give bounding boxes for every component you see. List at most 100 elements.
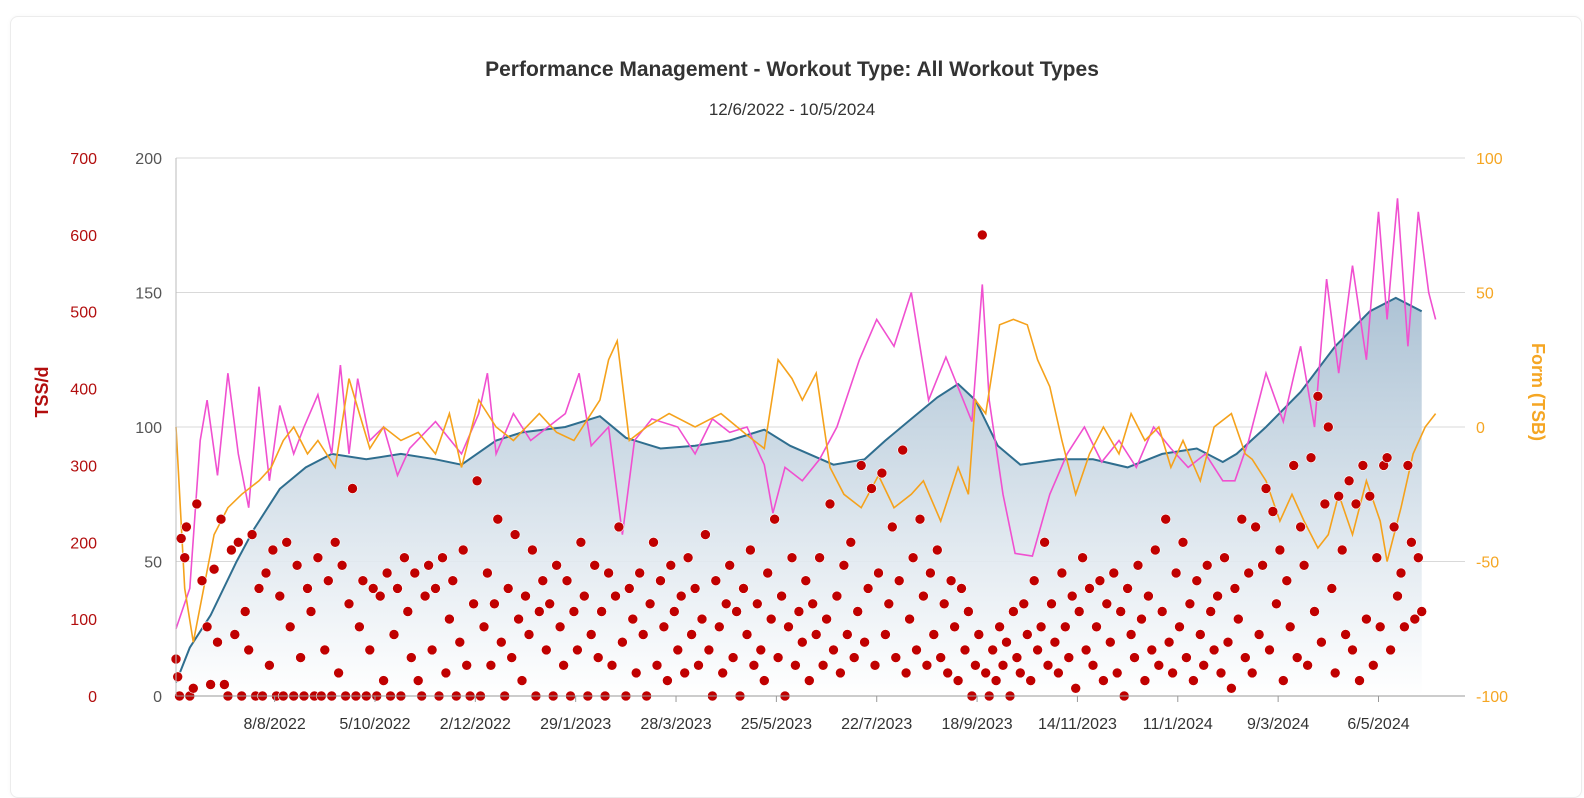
tss-point xyxy=(527,544,538,556)
tss-point xyxy=(402,606,414,617)
tss-point xyxy=(1361,613,1372,625)
tss-point xyxy=(1150,544,1161,556)
tss-point xyxy=(592,652,604,663)
tss-point xyxy=(831,590,843,602)
fatigue-line xyxy=(175,198,1437,630)
tss-point xyxy=(585,629,597,640)
tss-point xyxy=(291,559,303,571)
tss-point xyxy=(1316,636,1327,648)
tss-point xyxy=(423,559,434,571)
tss-point xyxy=(1139,675,1151,686)
chart-subtitle: 12/6/2022 - 10/5/2024 xyxy=(708,100,876,119)
tss-tick-label: 500 xyxy=(70,305,97,322)
tss-point xyxy=(1243,567,1254,579)
tss-point xyxy=(810,629,822,640)
tss-point xyxy=(215,513,227,525)
tss-point xyxy=(489,598,500,610)
x-tick-label: 29/1/2023 xyxy=(540,716,611,733)
form-tick-label: -50 xyxy=(1476,555,1499,572)
tss-point xyxy=(1008,606,1019,617)
tss-point xyxy=(1413,552,1424,564)
tss-point xyxy=(1146,644,1158,656)
tss-point xyxy=(1326,583,1338,594)
tss-point xyxy=(970,659,981,671)
tss-point xyxy=(267,544,279,556)
tss-point xyxy=(835,667,846,679)
tss-point xyxy=(1416,606,1427,617)
fitness-tick-label: 0 xyxy=(153,689,162,706)
tss-point xyxy=(1018,598,1030,610)
tss-point xyxy=(1409,613,1421,625)
tss-point xyxy=(1080,644,1092,656)
tss-point xyxy=(668,606,680,617)
x-tick-label: 18/9/2023 xyxy=(941,716,1012,733)
tss-point xyxy=(980,667,992,679)
tss-point xyxy=(1129,652,1140,663)
tss-point xyxy=(613,521,625,533)
tss-point xyxy=(973,629,985,640)
tss-point xyxy=(1274,544,1286,556)
tss-point xyxy=(876,467,888,479)
tss-point xyxy=(658,621,670,633)
tss-point xyxy=(1111,667,1123,679)
tss-point xyxy=(1208,644,1220,656)
tss-point xyxy=(175,533,187,544)
tss-point xyxy=(976,229,988,241)
tss-point xyxy=(928,629,940,640)
tss-point xyxy=(253,583,265,594)
tss-point xyxy=(1385,644,1396,656)
tss-point xyxy=(682,552,694,564)
tss-point xyxy=(172,671,183,683)
tss-point xyxy=(1063,652,1075,663)
tss-point xyxy=(1125,629,1137,640)
tss-point xyxy=(880,629,891,640)
tss-point xyxy=(1226,682,1237,694)
tss-point xyxy=(783,621,794,633)
tss-point xyxy=(776,590,787,602)
tss-point xyxy=(821,613,832,625)
tss-point xyxy=(644,598,656,610)
tss-point xyxy=(918,590,929,602)
tss-point xyxy=(956,583,967,594)
tss-point xyxy=(665,559,677,571)
tss-point xyxy=(1195,629,1206,640)
tss-point xyxy=(828,644,839,656)
tss-point xyxy=(1319,498,1331,510)
tss-point xyxy=(648,536,659,548)
tss-point xyxy=(295,652,306,663)
tss-point xyxy=(444,613,455,625)
tss-point xyxy=(419,590,431,602)
tss-point xyxy=(1132,559,1144,571)
tss-point xyxy=(900,667,912,679)
tss-point xyxy=(911,644,922,656)
tss-point xyxy=(179,552,190,564)
tss-point xyxy=(793,606,805,617)
form-line xyxy=(175,318,1437,643)
tss-point xyxy=(866,483,877,494)
tss-point xyxy=(838,559,850,571)
tss-point xyxy=(623,583,635,594)
tss-point xyxy=(914,513,926,525)
tss-point xyxy=(302,583,313,594)
tss-point xyxy=(201,621,213,633)
tss-point xyxy=(703,644,715,656)
x-tick-label: 9/3/2024 xyxy=(1247,716,1309,733)
tss-point xyxy=(1374,621,1386,633)
tss-point xyxy=(1354,675,1365,686)
tss-point xyxy=(1395,567,1407,579)
tss-point xyxy=(1105,636,1116,648)
tss-point xyxy=(468,598,479,610)
tss-point xyxy=(765,613,777,625)
tss-point xyxy=(935,652,947,663)
tss-point xyxy=(274,590,286,602)
tss-point xyxy=(1291,652,1303,663)
tss-point xyxy=(841,629,853,640)
tss-point xyxy=(1399,621,1410,633)
fitness-tick-label: 100 xyxy=(135,420,162,437)
tss-point xyxy=(1233,613,1244,625)
tss-point xyxy=(949,621,960,633)
tss-point xyxy=(717,667,729,679)
tss-point xyxy=(1014,667,1026,679)
tss-point xyxy=(1077,552,1088,564)
